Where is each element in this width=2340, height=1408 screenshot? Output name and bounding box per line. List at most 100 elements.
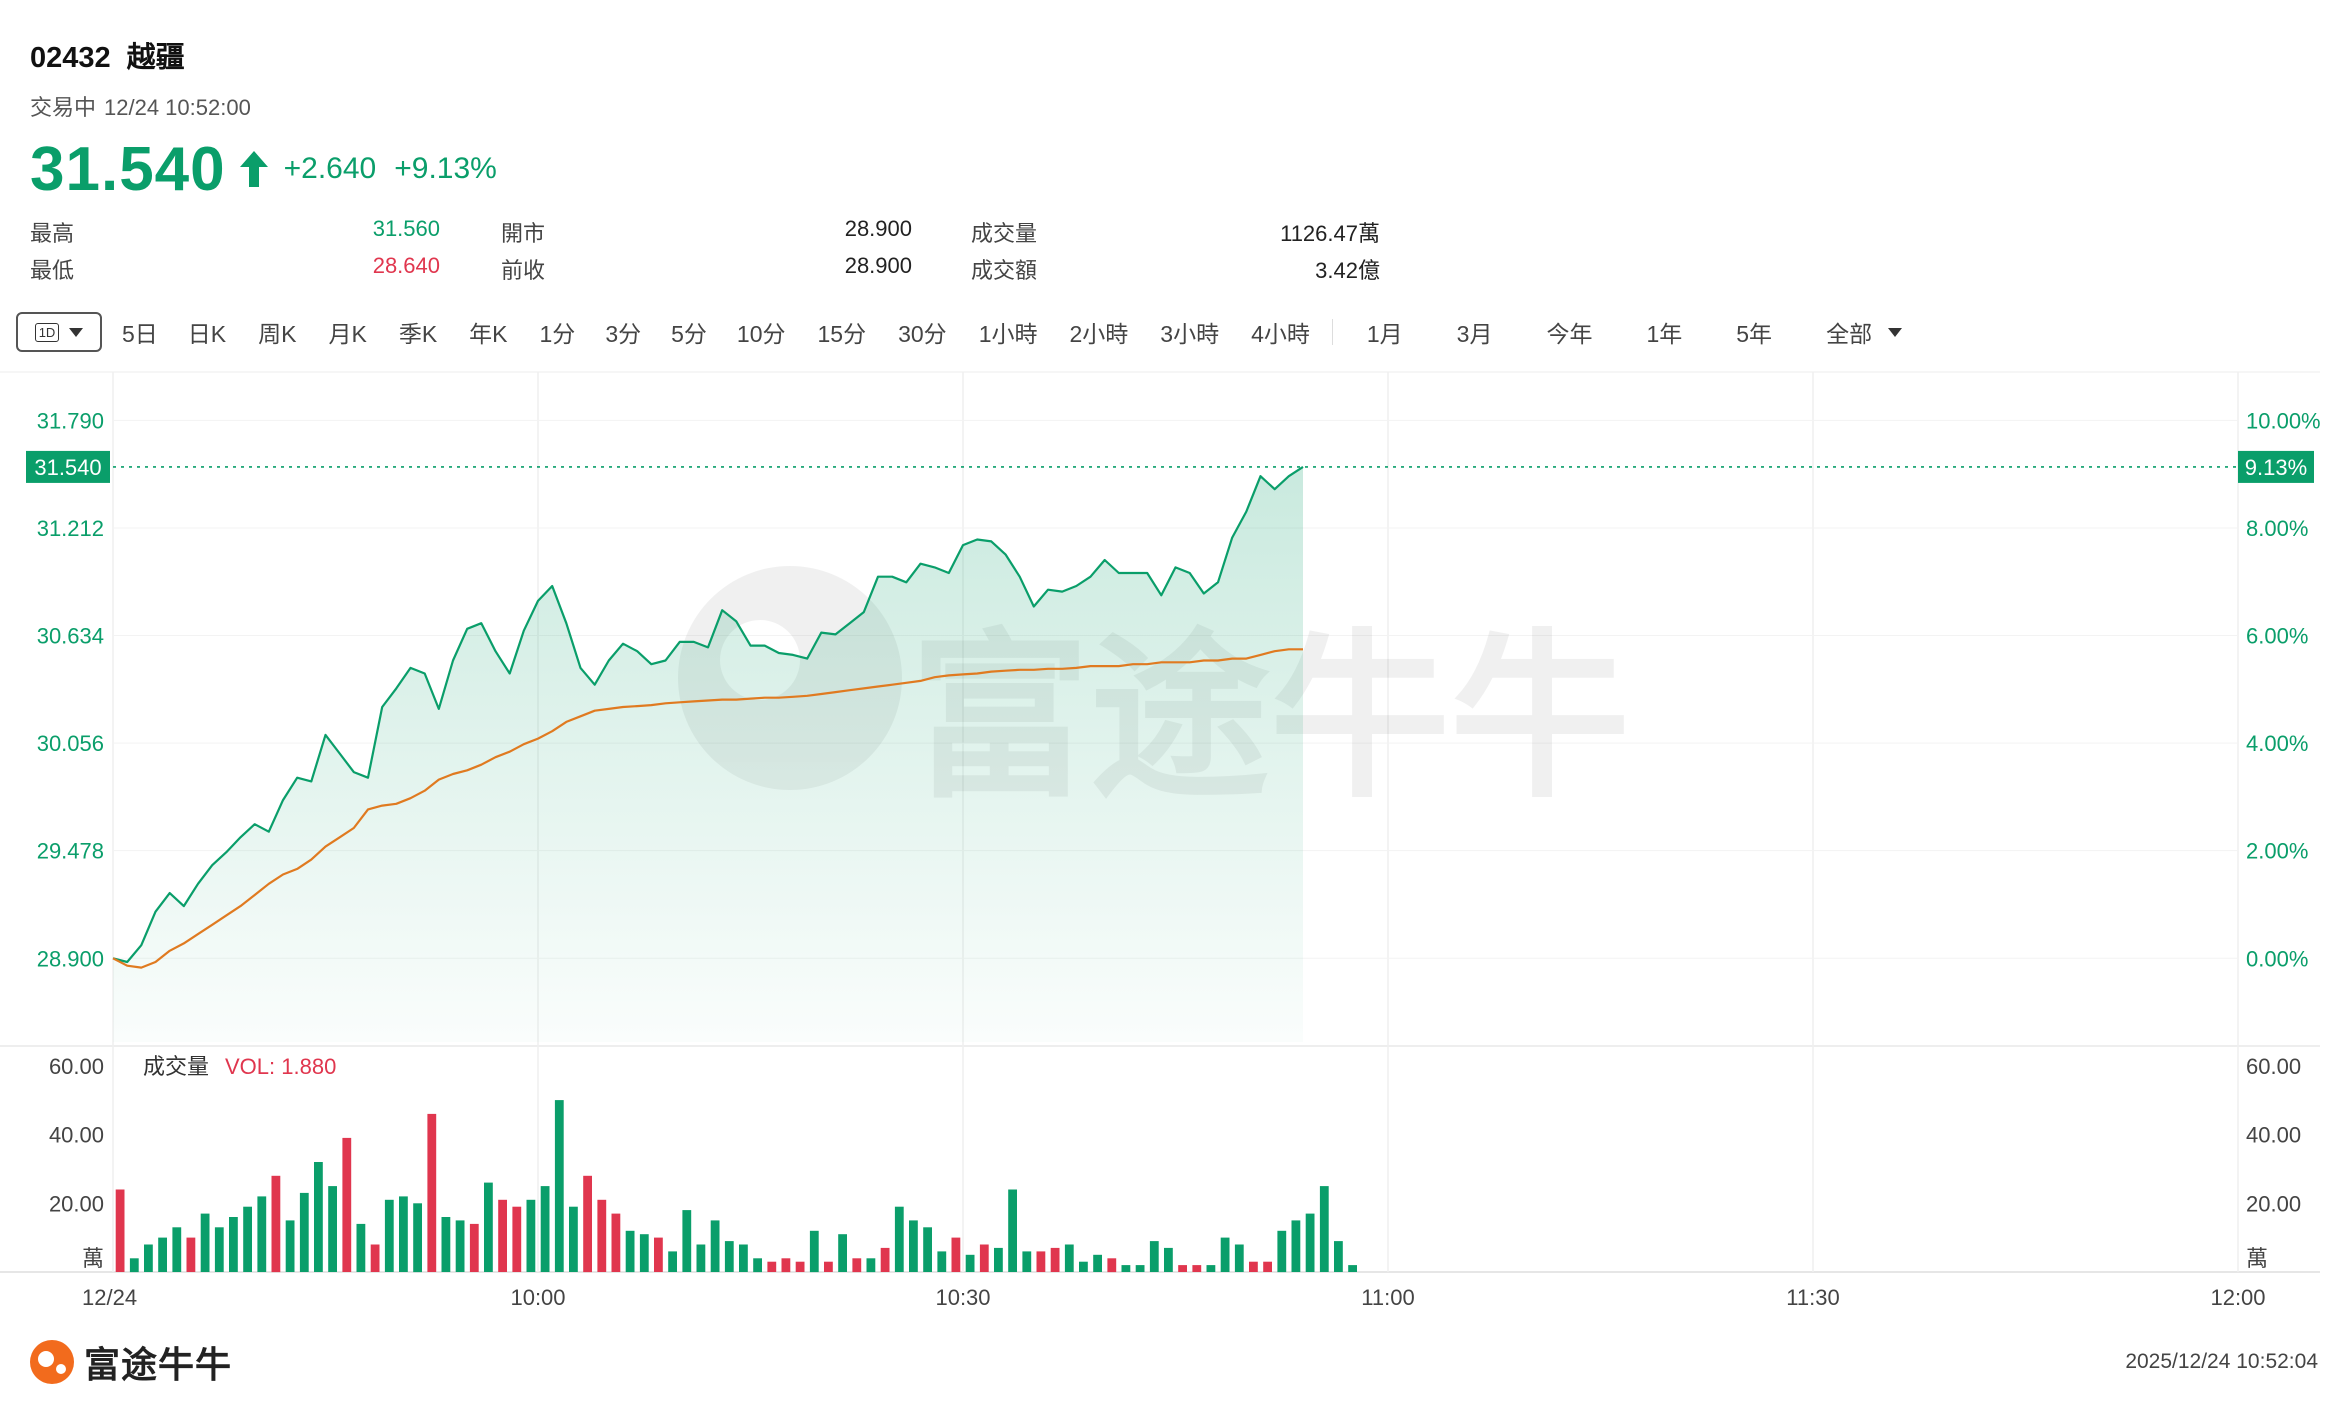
volume-bar [639,1234,649,1272]
volume-bar [1036,1251,1046,1272]
footer-logo-text: 富途牛牛 [84,1344,233,1385]
volume-bar [696,1244,706,1272]
low-value: 28.640 [372,253,440,278]
tab-period-10[interactable]: 15分 [817,321,867,347]
volume-bar [809,1230,819,1273]
volume-title: 成交量 [143,1054,209,1079]
pct-tick-label: 6.00% [2246,624,2308,649]
range-chevron-down-icon[interactable] [1888,327,1903,337]
price-change: +2.640 [283,152,377,185]
chevron-down-icon [69,327,84,337]
tab-period-2[interactable]: 周K [258,321,297,347]
low-label: 最低 [30,258,75,283]
tab-range-5[interactable]: 全部 [1826,321,1873,347]
volume-bar [129,1258,139,1273]
stock-name: 越疆 [126,42,185,74]
volume-bar [498,1199,507,1272]
tab-period-13[interactable]: 2小時 [1069,321,1129,347]
tab-period-11[interactable]: 30分 [898,321,947,347]
volume-bar [767,1261,777,1272]
open-value: 28.900 [844,216,912,241]
tab-period-4[interactable]: 季K [398,321,438,347]
tab-period-0[interactable]: 5日 [122,321,158,347]
volume-bar [909,1220,918,1272]
tab-period-8[interactable]: 5分 [671,321,707,347]
tab-period-14[interactable]: 3小時 [1160,321,1220,347]
volume-value-label: VOL: 1.880 [225,1054,336,1079]
tab-period-3[interactable]: 月K [328,321,367,347]
volume-bar [739,1244,748,1272]
volume-bar [144,1244,153,1272]
vol-y-tick-label: 40.00 [49,1123,104,1148]
volume-bar [654,1237,663,1272]
volume-bar [1149,1241,1159,1272]
prev-close-value: 28.900 [844,253,912,278]
volume-bar [554,1100,564,1272]
tab-range-1[interactable]: 3月 [1456,321,1493,347]
pct-tick-label: 10.00% [2246,408,2321,433]
volume-bar [1263,1261,1272,1272]
volume-bar [158,1237,167,1272]
tab-period-6[interactable]: 1分 [539,321,576,347]
price-area [113,466,1303,1042]
volume-bar [1135,1265,1145,1272]
tab-range-2[interactable]: 今年 [1546,321,1593,347]
volume-bar [1291,1220,1301,1272]
volume-bar [370,1244,380,1272]
x-tick-label: 12:00 [2210,1285,2265,1310]
tab-period-12[interactable]: 1小時 [978,321,1038,347]
volume-bar [455,1220,465,1272]
vol-y-tick-right-label: 60.00 [2246,1054,2301,1079]
vol-unit-label: 萬 [82,1246,104,1271]
price-layer [26,450,2314,1042]
volume-bar [781,1258,791,1273]
tab-period-7[interactable]: 3分 [605,321,642,347]
high-label: 最高 [30,221,75,246]
high-value: 31.560 [372,216,440,241]
footer-logo: 富途牛牛 [28,1336,232,1388]
tab-period-1[interactable]: 日K [187,321,227,347]
volume-bar [200,1213,210,1272]
tab-period-9[interactable]: 10分 [736,321,786,347]
volume-label: 成交量 [971,221,1038,246]
tab-range-3[interactable]: 1年 [1646,321,1683,347]
volume-bar [1121,1265,1131,1272]
volume-bar [710,1220,720,1272]
vol-y-tick-right-label: 20.00 [2246,1191,2301,1216]
volume-bar [1305,1213,1315,1272]
volume-bar [1234,1244,1244,1272]
status-datetime: 12/24 10:52:00 [104,95,251,120]
turnover-label: 成交額 [971,258,1038,283]
volume-bar [1050,1247,1060,1272]
x-tick-label: 11:00 [1361,1285,1414,1310]
volume-bar [1192,1265,1202,1272]
pct-tick-label: 0.00% [2246,946,2308,971]
tab-range-4[interactable]: 5年 [1736,321,1773,347]
volume-bar [668,1251,677,1272]
price-line [112,465,1304,964]
pct-tick-label: 8.00% [2246,516,2308,541]
volume-bar [979,1244,989,1272]
volume-bar [229,1217,238,1272]
volume-bar [597,1199,607,1272]
current-price-tag-label: 31.540 [34,455,101,480]
volume-bar [1164,1247,1173,1272]
volume-bar [951,1237,961,1272]
period-1d-dropdown[interactable]: 1D [16,312,102,352]
tab-period-5[interactable]: 年K [469,321,508,347]
volume-bar [965,1254,975,1272]
x-tick-label: 12/24 [82,1285,137,1310]
tab-period-15[interactable]: 4小時 [1251,321,1310,347]
volume-bar [441,1217,451,1272]
period-1d-label: 1D [34,322,60,342]
volume-bar [413,1203,422,1273]
volume-bar [243,1206,252,1272]
current-price-tag [26,450,110,483]
volume-bar [1064,1244,1074,1272]
volume-bar [866,1258,876,1273]
volume-bar [115,1189,125,1272]
tab-range-0[interactable]: 1月 [1366,321,1403,347]
volume-bar [994,1247,1003,1272]
volume-bar [540,1186,550,1272]
volume-bar [611,1213,621,1272]
